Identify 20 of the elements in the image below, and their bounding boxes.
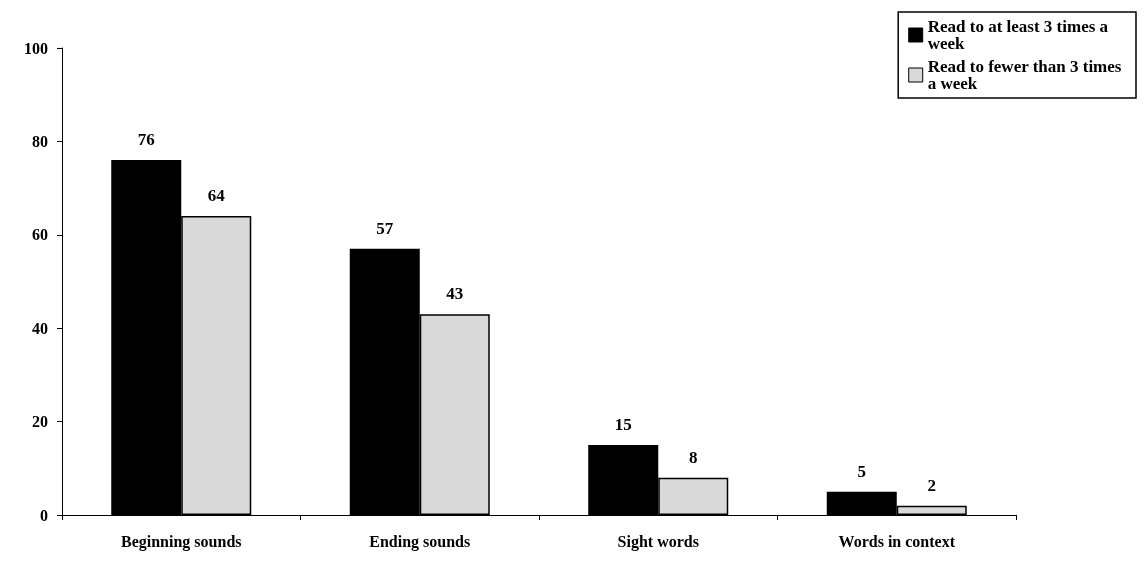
y-tick-label: 0 <box>40 506 48 524</box>
y-tick-label: 20 <box>32 413 48 431</box>
data-label: 15 <box>614 414 632 434</box>
data-label: 2 <box>927 475 936 495</box>
legend-label: Read to at least 3 times a week <box>927 17 1113 53</box>
legend-label: Read to fewer than 3 times a week <box>927 57 1126 93</box>
y-tick-label: 60 <box>32 226 48 244</box>
data-label: 57 <box>376 218 394 238</box>
y-tick-label: 100 <box>24 39 48 57</box>
x-tick-label: Sight words <box>617 532 699 551</box>
y-tick-label: 40 <box>32 319 48 337</box>
data-label: 8 <box>689 447 698 467</box>
y-tick-label: 80 <box>32 132 48 150</box>
data-label: 76 <box>137 130 155 150</box>
data-label: 64 <box>207 186 226 206</box>
x-tick-label: Beginning sounds <box>120 532 242 551</box>
x-tick-label: Words in context <box>838 532 956 550</box>
data-label: 5 <box>857 461 866 481</box>
x-tick-label: Ending sounds <box>369 532 471 551</box>
data-label: 43 <box>446 284 464 304</box>
